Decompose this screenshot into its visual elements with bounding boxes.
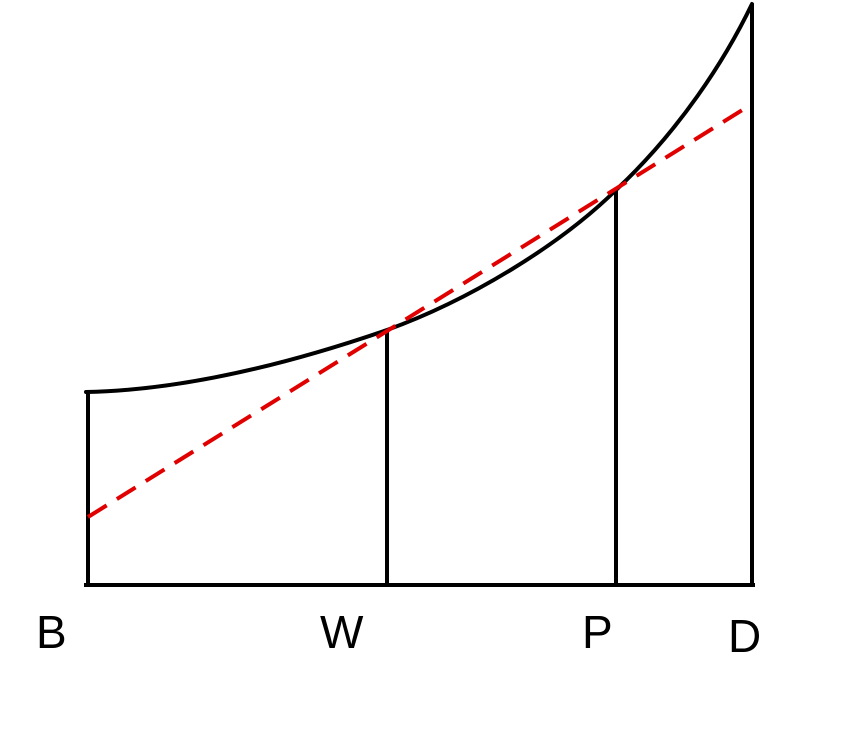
label-w: W (320, 606, 364, 658)
secant-line (86, 102, 754, 519)
convex-curve (84, 2, 754, 394)
label-b: B (36, 606, 67, 658)
label-d: D (728, 610, 761, 662)
label-p: P (582, 606, 613, 658)
